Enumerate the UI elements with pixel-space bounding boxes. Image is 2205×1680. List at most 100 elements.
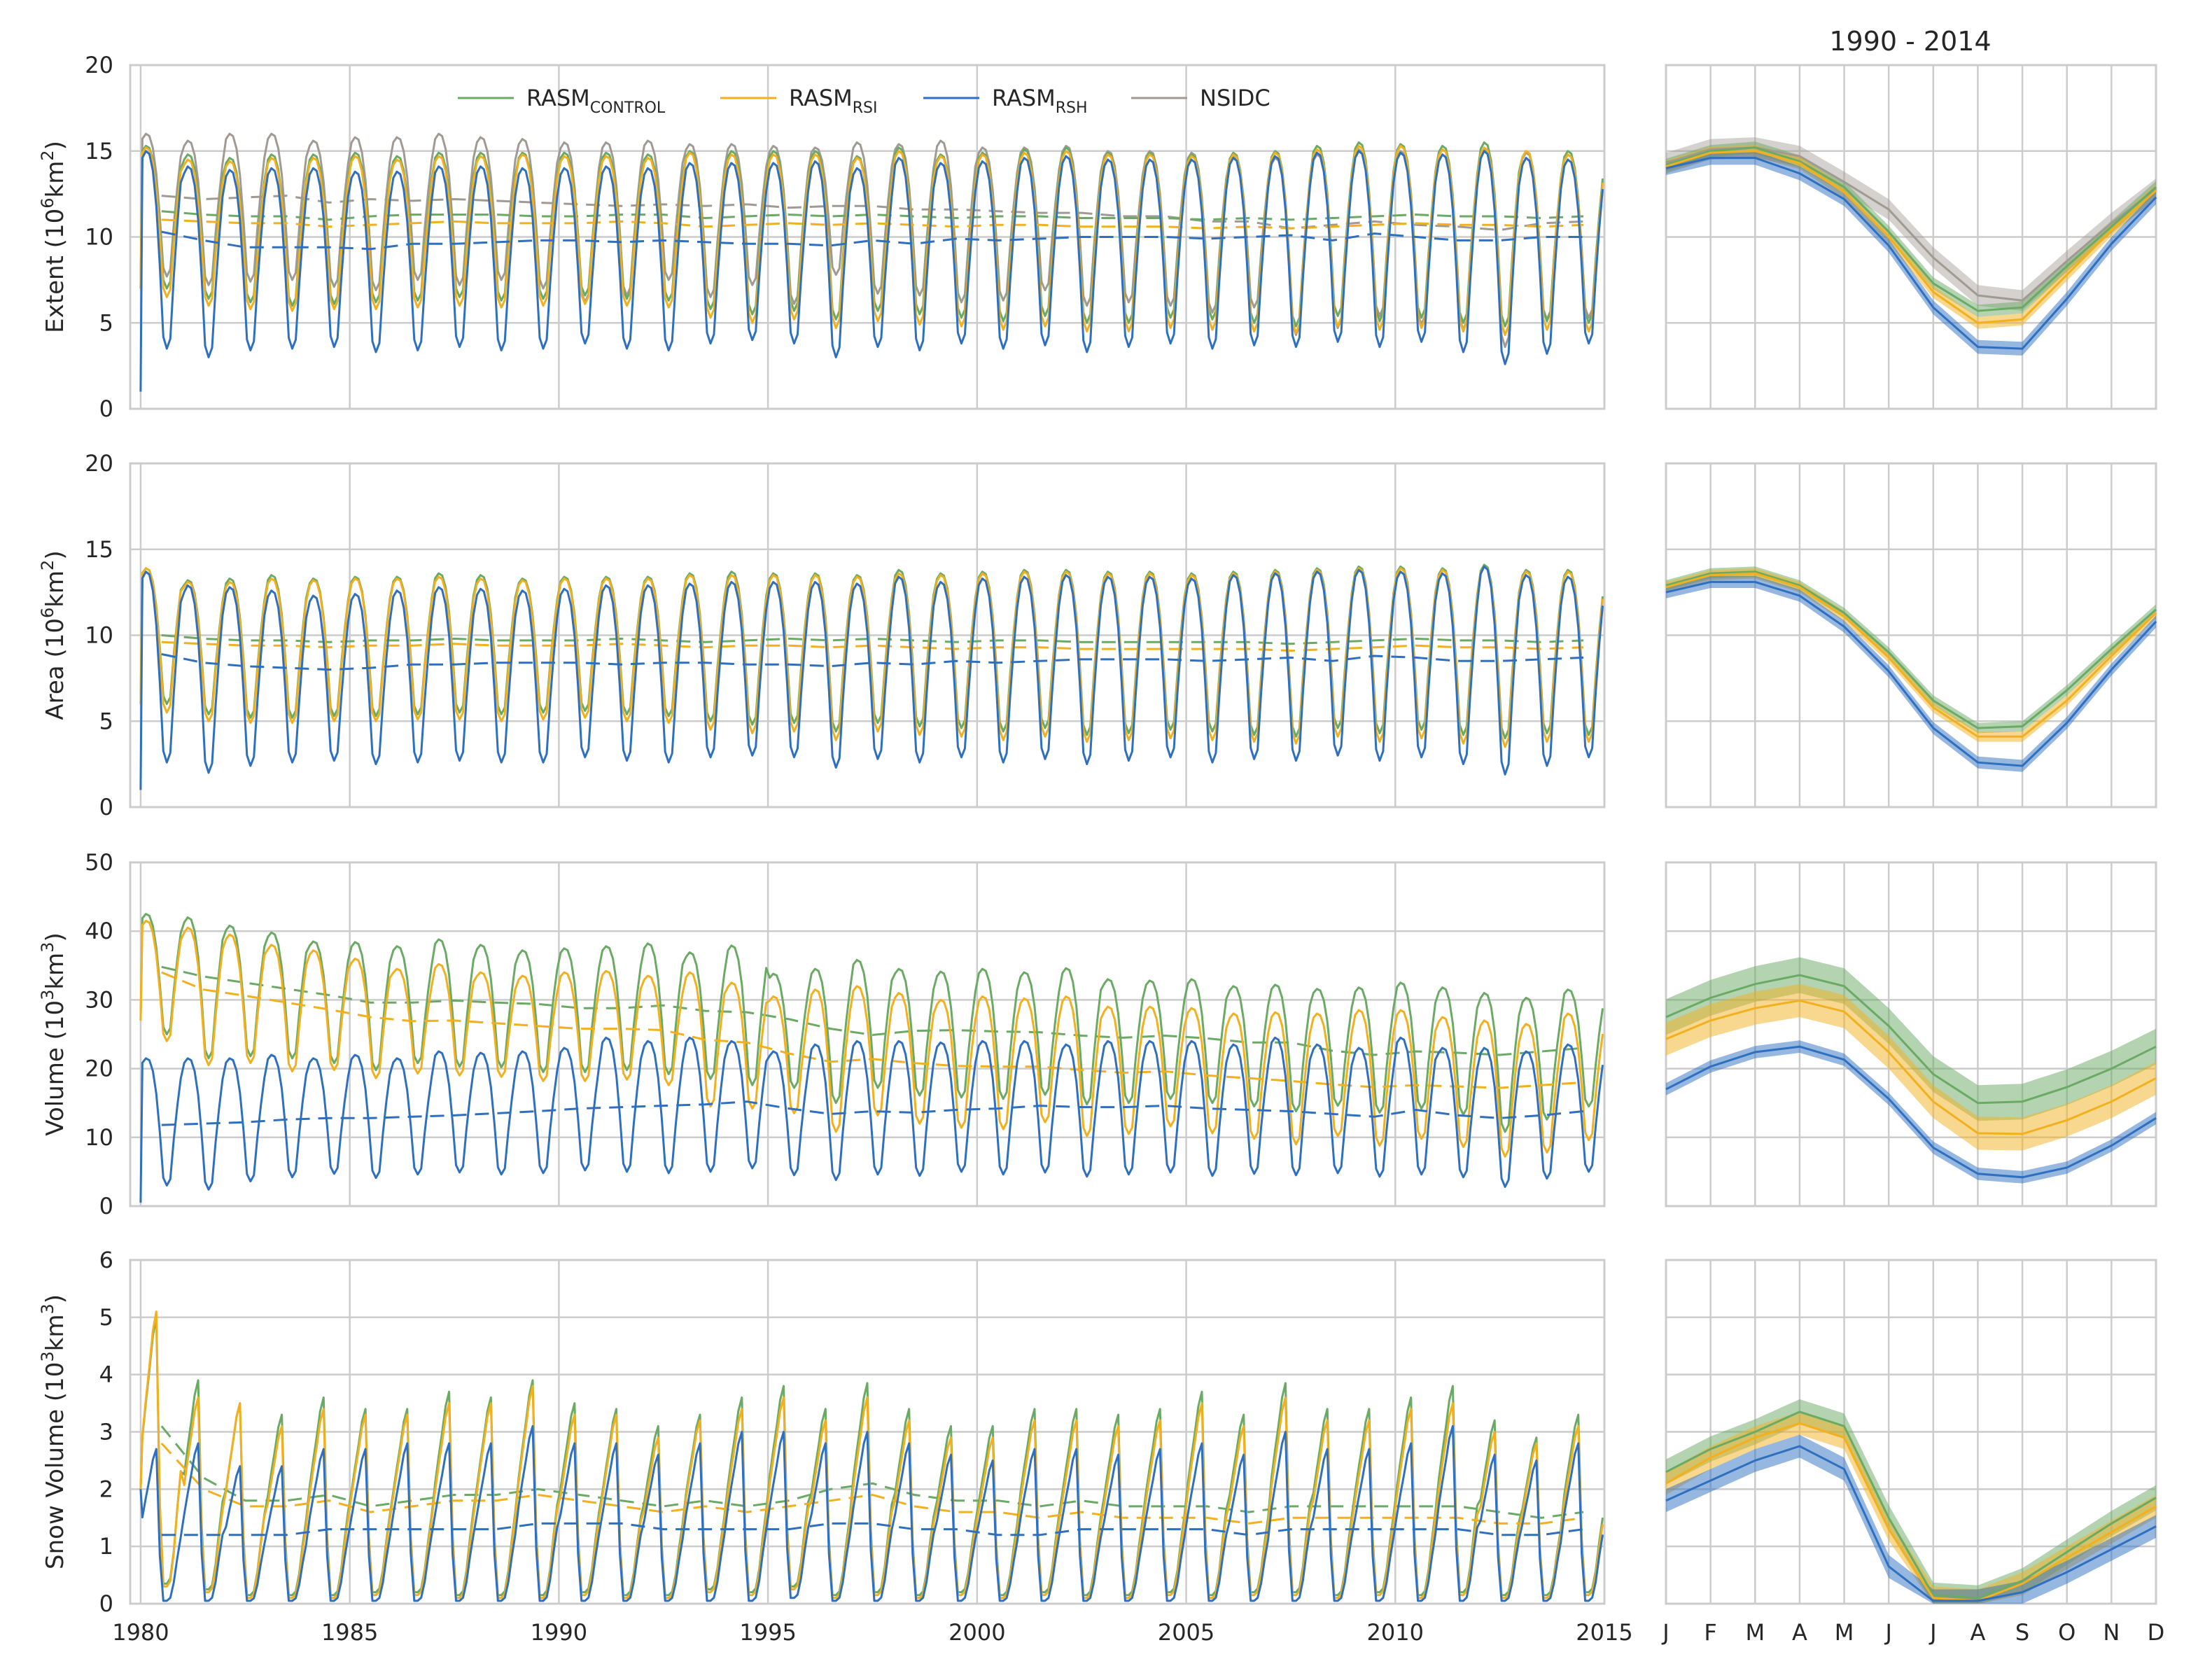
- snow-volume-timeseries-ytick-label: 3: [99, 1419, 113, 1446]
- snow-volume-timeseries-ylabel-part: 3: [38, 1351, 57, 1362]
- extent-timeseries-ylabel-part: km: [41, 161, 69, 198]
- volume-climatology-control-band: [1666, 957, 2156, 1121]
- extent-timeseries-frame: [129, 64, 1606, 410]
- snow-volume-timeseries-ytick-label: 1: [99, 1533, 113, 1560]
- month-tick-label: M: [1745, 1619, 1765, 1646]
- volume-timeseries-frame: [129, 861, 1606, 1208]
- month-tick-label: J: [1661, 1619, 1669, 1646]
- snow-volume-timeseries-control-annual-mean: [160, 1425, 1584, 1519]
- volume-timeseries-ylabel-part: 3: [38, 942, 57, 953]
- area-timeseries-ytick-label: 10: [85, 622, 113, 649]
- area-timeseries-ytick-label: 20: [85, 450, 113, 477]
- snow-volume-timeseries-frame: [129, 1259, 1606, 1605]
- extent-climatology-panel: [1665, 64, 2157, 410]
- volume-climatology-control-line: [1665, 974, 2157, 1105]
- volume-climatology-rsi-band: [1666, 983, 2156, 1151]
- snow-volume-timeseries-ytick-label: 0: [99, 1590, 113, 1617]
- area-timeseries-ylabel: Area (106km2): [38, 550, 69, 720]
- legend: RASMCONTROL RASMRSI RASMRSH NSIDC: [458, 85, 1270, 117]
- legend-label-rsh-base: RASM: [992, 85, 1056, 111]
- volume-climatology-rsh-line: [1665, 1045, 2157, 1179]
- area-timeseries-rsi-line: [139, 565, 1604, 748]
- volume-timeseries-ytick-label: 20: [85, 1056, 113, 1082]
- x-tick-label: 2015: [1576, 1619, 1632, 1646]
- extent-timeseries-ytick-label: 15: [85, 138, 113, 164]
- area-timeseries-control-annual-mean: [161, 634, 1584, 645]
- snow-volume-timeseries-ylabel: Snow Volume (103km3): [38, 1294, 69, 1569]
- extent-timeseries-ylabel-part: Extent (10: [41, 209, 69, 333]
- snow-volume-timeseries-ylabel-part: Snow Volume (10: [41, 1362, 69, 1569]
- x-tick-label: 2000: [948, 1619, 1005, 1646]
- volume-timeseries-rsh-annual-mean: [161, 1100, 1584, 1126]
- snow-volume-timeseries-ytick-label: 6: [99, 1247, 113, 1273]
- month-tick-label: M: [1835, 1619, 1854, 1646]
- extent-timeseries-control-annual-mean: [161, 210, 1584, 221]
- volume-timeseries-ylabel-part: ): [41, 932, 69, 941]
- area-timeseries-ytick-label: 0: [99, 794, 113, 820]
- x-tick-label: 2005: [1158, 1619, 1214, 1646]
- extent-timeseries-panel: 0 5 10 15 20 Extent (106km2): [38, 52, 1606, 422]
- legend-label-rsi-base: RASM: [789, 85, 853, 111]
- area-timeseries-ytick-label: 15: [85, 536, 113, 563]
- legend-label-rsh: RASMRSH: [992, 85, 1088, 117]
- snow-volume-timeseries-rsh-line: [139, 1424, 1604, 1602]
- extent-timeseries-rsi-annual-mean: [161, 218, 1584, 230]
- legend-label-rsh-sub: RSH: [1056, 99, 1088, 117]
- snow-volume-climatology-rsh-line: [1665, 1445, 2157, 1602]
- month-tick-label: O: [2058, 1619, 2076, 1646]
- extent-climatology-frame: [1665, 64, 2157, 410]
- snow-volume-climatology-control-line: [1665, 1410, 2157, 1600]
- month-tick-label: D: [2148, 1619, 2165, 1646]
- extent-timeseries-ytick-label: 10: [85, 224, 113, 251]
- extent-timeseries-ytick-label: 0: [99, 396, 113, 422]
- area-timeseries-ytick-label: 5: [99, 708, 113, 734]
- area-timeseries-frame: [129, 462, 1606, 808]
- volume-timeseries-control-line: [139, 913, 1604, 1133]
- snow-volume-timeseries-ylabel-part: ): [41, 1294, 69, 1303]
- extent-climatology-rsh-line: [1665, 157, 2157, 350]
- area-climatology-frame: [1665, 462, 2157, 808]
- volume-timeseries-ytick-label: 0: [99, 1193, 113, 1219]
- extent-climatology-rsi-line: [1665, 150, 2157, 324]
- area-timeseries-ylabel-part: km: [41, 570, 69, 608]
- snow-volume-timeseries-rsh-annual-mean: [161, 1522, 1584, 1536]
- x-tick-label: 1985: [321, 1619, 378, 1646]
- extent-climatology-nsidc-band: [1666, 137, 2156, 312]
- volume-climatology-panel: [1665, 861, 2157, 1208]
- x-tick-label: 1980: [112, 1619, 169, 1646]
- legend-label-rsi: RASMRSI: [789, 85, 878, 117]
- x-tick-label: 2010: [1367, 1619, 1424, 1646]
- legend-label-control-base: RASM: [526, 85, 590, 111]
- area-climatology-rsh-line: [1665, 580, 2157, 767]
- area-timeseries-ylabel-part: 6: [38, 608, 57, 618]
- snow-volume-timeseries-ytick-label: 4: [99, 1362, 113, 1388]
- legend-label-rsi-sub: RSI: [853, 99, 878, 117]
- month-tick-label: N: [2103, 1619, 2120, 1646]
- area-timeseries-ylabel-part: ): [41, 550, 69, 559]
- snow-volume-timeseries-ylabel-part: 3: [38, 1303, 57, 1314]
- volume-timeseries-ytick-label: 40: [85, 918, 113, 944]
- volume-timeseries-ytick-label: 30: [85, 986, 113, 1013]
- snow-volume-climatology-rsi-line: [1665, 1422, 2157, 1602]
- extent-timeseries-ylabel-part: 6: [38, 198, 57, 209]
- volume-timeseries-ytick-label: 10: [85, 1124, 113, 1151]
- volume-timeseries-ylabel-part: Volume (10: [41, 1000, 69, 1136]
- volume-timeseries-rsh-line: [139, 1036, 1604, 1203]
- area-timeseries-panel: 0 5 10 15 20 Area (106km2): [38, 450, 1606, 820]
- area-timeseries-rsi-annual-mean: [161, 640, 1584, 652]
- month-tick-label: F: [1704, 1619, 1716, 1646]
- month-tick-label: J: [1928, 1619, 1936, 1646]
- volume-timeseries-ylabel-part: 3: [38, 990, 57, 1000]
- volume-timeseries-ylabel: Volume (103km3): [38, 932, 69, 1135]
- extent-timeseries-ylabel-part: 2: [38, 150, 57, 160]
- extent-climatology-control-line: [1665, 146, 2157, 312]
- extent-timeseries-rsh-line: [139, 150, 1604, 392]
- snow-volume-timeseries-rsi-annual-mean: [160, 1442, 1584, 1525]
- month-tick-label: A: [1792, 1619, 1807, 1646]
- volume-climatology-rsi-line: [1665, 999, 2157, 1135]
- extent-timeseries-ytick-label: 20: [85, 52, 113, 78]
- climatology-title: 1990 - 2014: [1829, 26, 1991, 57]
